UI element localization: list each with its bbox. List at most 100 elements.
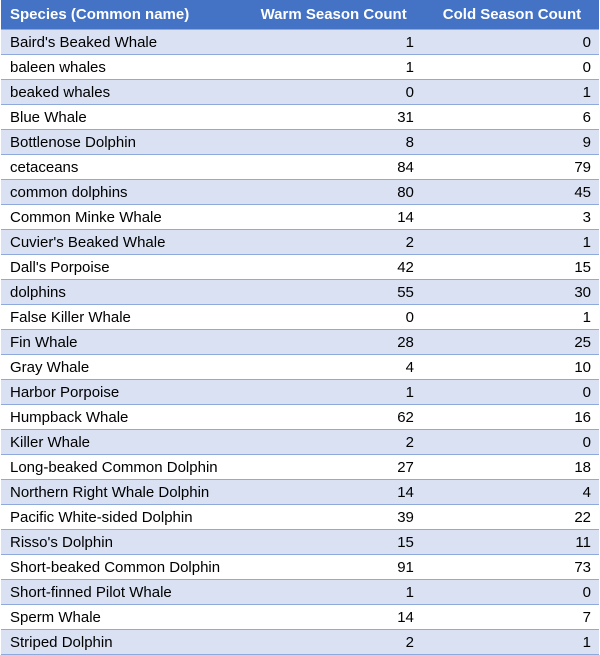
table-row: Dall's Porpoise 42 15 (1, 254, 599, 280)
warm-season-count-cell: 14 (242, 604, 422, 630)
table-row: Risso's Dolphin 15 11 (1, 529, 599, 555)
warm-season-count-cell: 1 (242, 54, 422, 80)
warm-season-count-cell: 1 (242, 29, 422, 55)
column-header-species: Species (Common name) (1, 0, 243, 30)
warm-season-count-cell: 14 (242, 204, 422, 230)
warm-season-count-cell: 15 (242, 529, 422, 555)
cold-season-count-cell: 16 (421, 404, 599, 430)
warm-season-count-cell: 2 (242, 229, 422, 255)
species-name-cell: common dolphins (1, 179, 243, 205)
species-name-cell: Risso's Dolphin (1, 529, 243, 555)
species-name-cell: Short-finned Pilot Whale (1, 579, 243, 605)
cold-season-count-cell: 1 (421, 304, 599, 330)
species-name-cell: Common Minke Whale (1, 204, 243, 230)
species-name-cell: beaked whales (1, 79, 243, 105)
warm-season-count-cell: 8 (242, 129, 422, 155)
warm-season-count-cell: 2 (242, 629, 422, 655)
cold-season-count-cell: 6 (421, 104, 599, 130)
species-name-cell: Humpback Whale (1, 404, 243, 430)
species-name-cell: Dall's Porpoise (1, 254, 243, 280)
warm-season-count-cell: 1 (242, 379, 422, 405)
warm-season-count-cell: 28 (242, 329, 422, 355)
cold-season-count-cell: 45 (421, 179, 599, 205)
species-name-cell: Short-beaked Common Dolphin (1, 554, 243, 580)
warm-season-count-cell: 1 (242, 579, 422, 605)
cold-season-count-cell: 73 (421, 554, 599, 580)
cold-season-count-cell: 15 (421, 254, 599, 280)
warm-season-count-cell: 2 (242, 429, 422, 455)
species-name-cell: dolphins (1, 279, 243, 305)
table-row: Pacific White-sided Dolphin 39 22 (1, 504, 599, 530)
warm-season-count-cell: 27 (242, 454, 422, 480)
species-name-cell: Pacific White-sided Dolphin (1, 504, 243, 530)
cold-season-count-cell: 1 (421, 629, 599, 655)
species-name-cell: Harbor Porpoise (1, 379, 243, 405)
warm-season-count-cell: 4 (242, 354, 422, 380)
warm-season-count-cell: 84 (242, 154, 422, 180)
species-name-cell: Sperm Whale (1, 604, 243, 630)
table-row: Striped Dolphin 2 1 (1, 629, 599, 655)
column-header-cold-season: Cold Season Count (421, 0, 599, 30)
warm-season-count-cell: 62 (242, 404, 422, 430)
warm-season-count-cell: 0 (242, 304, 422, 330)
table-row: Fin Whale 28 25 (1, 329, 599, 355)
cold-season-count-cell: 7 (421, 604, 599, 630)
table-row: cetaceans 84 79 (1, 154, 599, 180)
warm-season-count-cell: 42 (242, 254, 422, 280)
table-row: Gray Whale 4 10 (1, 354, 599, 380)
table-row: beaked whales 0 1 (1, 79, 599, 105)
cold-season-count-cell: 1 (421, 229, 599, 255)
cold-season-count-cell: 0 (421, 579, 599, 605)
table-row: Short-finned Pilot Whale 1 0 (1, 579, 599, 605)
species-name-cell: Killer Whale (1, 429, 243, 455)
table-row: common dolphins 80 45 (1, 179, 599, 205)
table-body: Baird's Beaked Whale 1 0 baleen whales 1 0 bea… (1, 29, 599, 655)
cold-season-count-cell: 0 (421, 429, 599, 455)
warm-season-count-cell: 14 (242, 479, 422, 505)
warm-season-count-cell: 31 (242, 104, 422, 130)
species-name-cell: cetaceans (1, 154, 243, 180)
table-row: False Killer Whale 0 1 (1, 304, 599, 330)
cold-season-count-cell: 79 (421, 154, 599, 180)
species-name-cell: baleen whales (1, 54, 243, 80)
table-row: dolphins 55 30 (1, 279, 599, 305)
table-row: baleen whales 1 0 (1, 54, 599, 80)
table-row: Killer Whale 2 0 (1, 429, 599, 455)
warm-season-count-cell: 80 (242, 179, 422, 205)
table-row: Bottlenose Dolphin 8 9 (1, 129, 599, 155)
species-name-cell: Baird's Beaked Whale (1, 29, 243, 55)
table-row: Northern Right Whale Dolphin 14 4 (1, 479, 599, 505)
cold-season-count-cell: 25 (421, 329, 599, 355)
cold-season-count-cell: 0 (421, 29, 599, 55)
table-row: Baird's Beaked Whale 1 0 (1, 29, 599, 55)
table-row: Humpback Whale 62 16 (1, 404, 599, 430)
cold-season-count-cell: 3 (421, 204, 599, 230)
cold-season-count-cell: 0 (421, 54, 599, 80)
species-name-cell: False Killer Whale (1, 304, 243, 330)
column-header-warm-season: Warm Season Count (242, 0, 422, 30)
cold-season-count-cell: 10 (421, 354, 599, 380)
cold-season-count-cell: 22 (421, 504, 599, 530)
cold-season-count-cell: 0 (421, 379, 599, 405)
warm-season-count-cell: 0 (242, 79, 422, 105)
cold-season-count-cell: 4 (421, 479, 599, 505)
cold-season-count-cell: 11 (421, 529, 599, 555)
species-name-cell: Fin Whale (1, 329, 243, 355)
table-row: Cuvier's Beaked Whale 2 1 (1, 229, 599, 255)
table-row: Common Minke Whale 14 3 (1, 204, 599, 230)
species-name-cell: Bottlenose Dolphin (1, 129, 243, 155)
warm-season-count-cell: 39 (242, 504, 422, 530)
warm-season-count-cell: 91 (242, 554, 422, 580)
species-name-cell: Gray Whale (1, 354, 243, 380)
cold-season-count-cell: 1 (421, 79, 599, 105)
cold-season-count-cell: 9 (421, 129, 599, 155)
table-row: Short-beaked Common Dolphin 91 73 (1, 554, 599, 580)
table-row: Harbor Porpoise 1 0 (1, 379, 599, 405)
species-name-cell: Blue Whale (1, 104, 243, 130)
cold-season-count-cell: 30 (421, 279, 599, 305)
species-name-cell: Cuvier's Beaked Whale (1, 229, 243, 255)
species-name-cell: Long-beaked Common Dolphin (1, 454, 243, 480)
header-row: Species (Common name) Warm Season Count … (1, 0, 599, 30)
species-name-cell: Northern Right Whale Dolphin (1, 479, 243, 505)
